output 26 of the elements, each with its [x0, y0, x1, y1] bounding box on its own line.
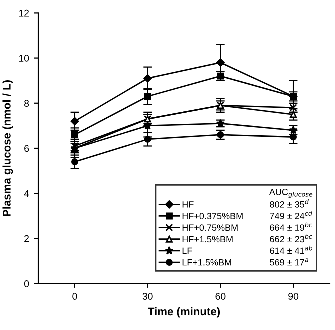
x-tick-label: 30	[142, 293, 153, 300]
annotation: 802 ± 35$^{d}$	[270, 200, 309, 208]
y-tick-label: 12	[19, 10, 30, 17]
legend-title: AUC$_{glucose}$	[269, 188, 313, 198]
x-axis-title: Time (minute)	[148, 307, 220, 318]
x-tick-label: 0	[72, 293, 78, 300]
y-tick-label: 6	[24, 145, 30, 152]
y-tick-label: 0	[24, 280, 30, 288]
annotation: 664 ± 19$^{bc}$	[270, 222, 312, 231]
y-axis-title: Plasma glucose (nmol / L)	[2, 80, 14, 216]
legend-label: HF+0.75%BM	[182, 224, 238, 232]
x-tick-label: 60	[216, 293, 226, 300]
legend-label: HF+0.375%BM	[182, 213, 243, 220]
y-tick-label: 10	[19, 55, 30, 62]
legend-label: LF	[182, 248, 192, 254]
y-tick-label: 8	[24, 100, 30, 108]
y-tick-label: 2	[24, 235, 30, 242]
annotation: 662 ± 23$^{bc}$	[270, 234, 312, 243]
annotation: 614 ± 41$^{ab}$	[270, 246, 313, 254]
y-tick-label: 4	[24, 190, 30, 198]
annotation: 749 ± 24$^{cd}$	[270, 211, 312, 220]
x-tick-label: 90	[288, 293, 299, 300]
annotation: 569 ± 17$^{a}$	[270, 258, 308, 266]
legend-label: HF+1.5%BM	[182, 236, 233, 243]
legend-label: HF	[182, 202, 194, 208]
legend-label: LF+1.5%BM	[182, 259, 232, 266]
